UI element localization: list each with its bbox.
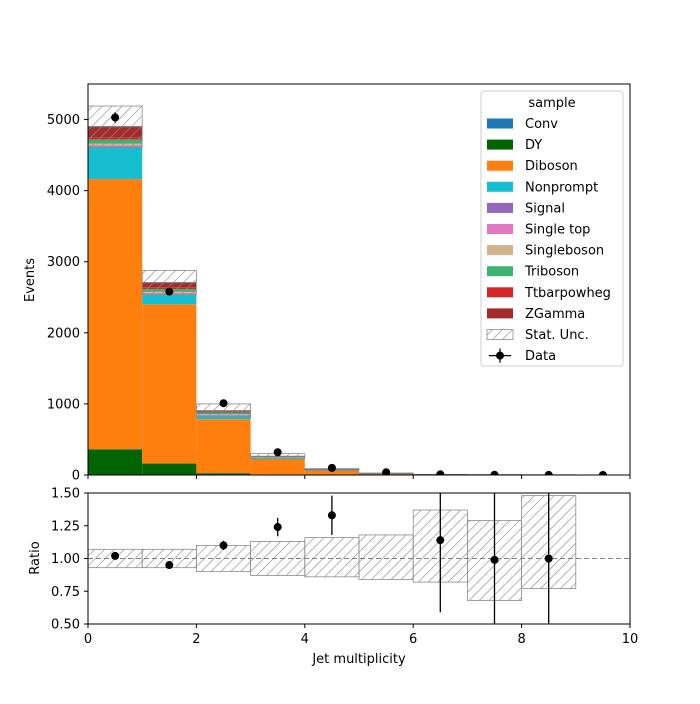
x-axis-label: Jet multiplicity [311,652,406,667]
ratio-unc-band-bin-5 [359,535,413,580]
legend-label-diboson: Diboson [525,159,578,174]
ratio-point-3 [274,523,282,531]
legend-label-single-top: Single top [525,223,590,238]
bar-diboson-bin-3 [251,460,305,475]
ratio-point-0 [111,552,119,560]
data-point-3 [274,448,282,456]
legend-label-singleboson: Singleboson [525,244,604,259]
data-point-6 [436,470,444,478]
legend-swatch-triboson [487,266,513,276]
legend-swatch-ttbarpowheg [487,287,513,297]
ratio-point-2 [220,541,228,549]
legend-label-conv: Conv [525,117,558,132]
main-ytick-label-1000: 1000 [47,397,80,412]
legend-swatch-zgamma [487,308,513,318]
ratio-xtick-label-8: 8 [517,632,525,647]
data-point-0 [111,113,119,121]
bar-dy-bin-0 [88,449,142,475]
ratio-point-4 [328,511,336,519]
legend: sample Conv DY Diboson Nonprompt Signal Singl… [481,91,623,366]
ratio-xtick-label-10: 10 [622,632,639,647]
bar-diboson-bin-1 [142,304,196,463]
legend-swatch-dy [487,140,513,150]
ratio-ytick-label-2: 1.00 [51,552,80,567]
legend-swatch-single-top [487,224,513,234]
legend-swatch-nonprompt [487,182,513,192]
main-ytick-label-3000: 3000 [47,255,80,270]
legend-label-nonprompt: Nonprompt [525,180,598,195]
ratio-point-5 [436,536,444,544]
ratio-xtick-label-4: 4 [301,632,309,647]
legend-label-zgamma: ZGamma [525,307,585,322]
ratio-xtick-label-0: 0 [84,632,92,647]
data-point-1 [165,288,173,296]
legend-swatch-signal [487,203,513,213]
bar-nonprompt-bin-0 [88,147,142,179]
ratio-unc-band-bin-4 [305,538,359,577]
ratio-y-axis-label: Ratio [28,541,43,574]
bar-dy-bin-1 [142,464,196,475]
legend-label-dy: DY [525,138,542,153]
legend-swatch-singleboson [487,245,513,255]
legend-label-stat-unc: Stat. Unc. [525,328,589,343]
legend-label-signal: Signal [525,201,565,216]
main-y-axis-label: Events [23,258,38,302]
ratio-point-7 [545,555,553,563]
legend-swatch-diboson [487,161,513,171]
legend-swatch-stat-unc [487,330,513,340]
ratio-xtick-label-6: 6 [409,632,417,647]
legend-label-triboson: Triboson [524,265,579,280]
legend-title: sample [528,96,575,111]
ratio-ytick-label-3: 1.25 [51,519,80,534]
ratio-point-1 [165,561,173,569]
main-ytick-label-5000: 5000 [47,113,80,128]
legend-swatch-conv [487,119,513,129]
legend-data-marker [496,352,504,360]
main-ytick-label-0: 0 [72,469,80,484]
ratio-xtick-label-2: 2 [192,632,200,647]
ratio-point-6 [491,556,499,564]
legend-label-ttbarpowheg: Ttbarpowheg [524,286,611,301]
legend-label-data: Data [525,349,556,364]
bar-nonprompt-bin-1 [142,294,196,304]
ratio-ytick-label-4: 1.50 [51,487,80,502]
data-point-2 [220,399,228,407]
bar-diboson-bin-2 [196,419,250,473]
ratio-ytick-label-1: 0.75 [51,585,80,600]
ratio-ytick-label-0: 0.50 [51,618,80,633]
bar-diboson-bin-0 [88,179,142,449]
main-ytick-label-2000: 2000 [47,326,80,341]
main-ytick-label-4000: 4000 [47,184,80,199]
data-point-4 [328,464,336,472]
